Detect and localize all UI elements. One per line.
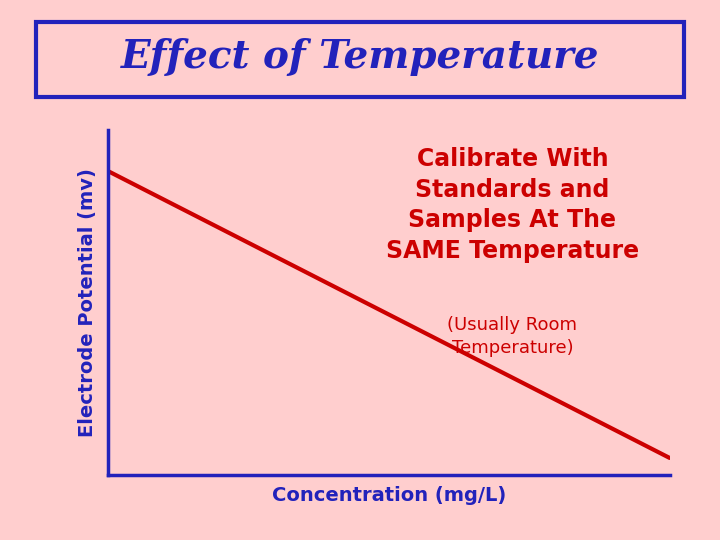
X-axis label: Concentration (mg/L): Concentration (mg/L) — [271, 487, 506, 505]
Text: (Usually Room
Temperature): (Usually Room Temperature) — [447, 316, 577, 357]
Y-axis label: Electrode Potential (mv): Electrode Potential (mv) — [78, 168, 97, 437]
Text: Calibrate With
Standards and
Samples At The
SAME Temperature: Calibrate With Standards and Samples At … — [386, 147, 639, 263]
Text: Effect of Temperature: Effect of Temperature — [121, 38, 599, 76]
